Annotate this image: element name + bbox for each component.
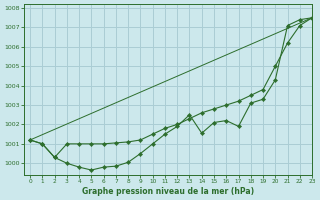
X-axis label: Graphe pression niveau de la mer (hPa): Graphe pression niveau de la mer (hPa): [82, 187, 254, 196]
